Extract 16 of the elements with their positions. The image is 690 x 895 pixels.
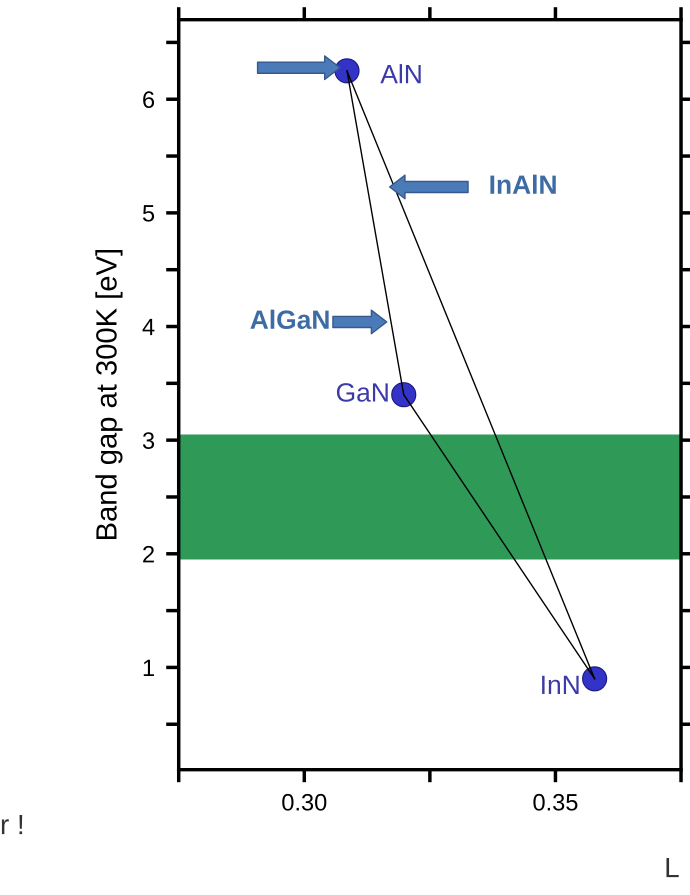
annotation: AlGaN xyxy=(250,310,329,330)
x-tick-label: 0.30 xyxy=(282,794,326,811)
x-tick-label: 0.35 xyxy=(533,794,578,811)
y-tick-label: 3 xyxy=(142,432,154,449)
y-tick-label: 1 xyxy=(144,660,154,676)
annotation: InN xyxy=(542,676,579,694)
text: L xyxy=(666,858,679,878)
annotation: InAlN xyxy=(490,174,556,194)
text: r ! xyxy=(2,815,22,834)
y-axis-title: Band gap at 300K [eV] xyxy=(95,250,123,540)
annotation: AlN xyxy=(380,64,421,84)
y-tick-label: 6 xyxy=(143,91,154,108)
y-tick-label: 2 xyxy=(143,546,154,562)
y-tick-label: 5 xyxy=(142,205,154,222)
annotation: GaN xyxy=(336,383,388,402)
y-tick-label: 4 xyxy=(142,318,154,336)
